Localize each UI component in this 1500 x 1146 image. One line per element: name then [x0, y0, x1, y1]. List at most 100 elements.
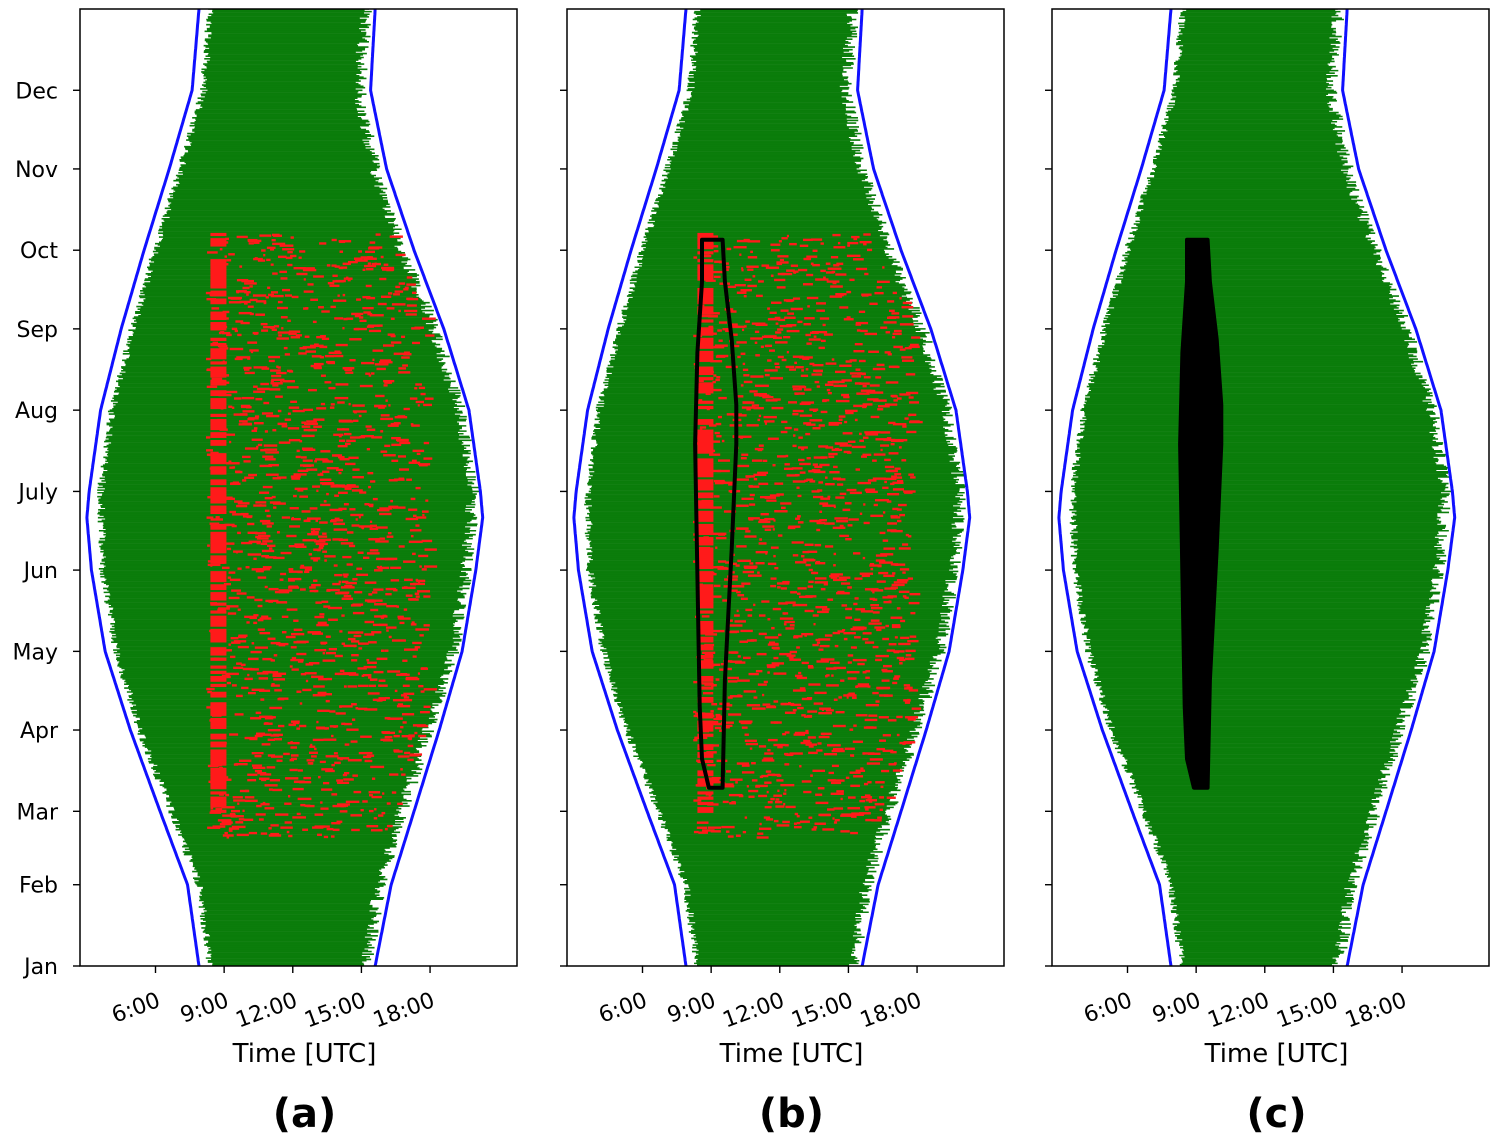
flagged-point	[861, 796, 873, 799]
flagged-point	[360, 256, 374, 259]
flagged-column-row	[697, 479, 714, 483]
flagged-column-row	[210, 550, 227, 554]
flagged-point	[272, 788, 283, 792]
flagged-point	[774, 566, 779, 570]
flagged-point	[779, 258, 785, 262]
flagged-point	[242, 479, 247, 482]
flagged-point	[362, 800, 368, 803]
flagged-point	[229, 347, 244, 351]
flagged-point	[226, 836, 230, 839]
flagged-point	[830, 792, 844, 795]
flagged-point	[741, 328, 745, 332]
flagged-point	[746, 265, 759, 268]
flagged-point	[261, 367, 270, 370]
flagged-point	[326, 360, 335, 364]
flagged-point	[244, 282, 257, 285]
flagged-point	[757, 683, 767, 686]
flagged-point	[232, 481, 239, 484]
flagged-point	[848, 518, 859, 521]
flagged-point	[398, 282, 406, 285]
flagged-point	[393, 422, 401, 425]
flagged-point	[742, 362, 746, 366]
flagged-point	[855, 368, 861, 371]
flagged-point	[836, 262, 844, 266]
flagged-point	[350, 814, 363, 817]
flagged-column-row	[697, 432, 714, 436]
flagged-point	[862, 453, 872, 456]
flagged-point	[330, 519, 344, 522]
flagged-point	[820, 410, 828, 414]
flagged-point	[862, 384, 867, 388]
flagged-point	[801, 555, 805, 558]
flagged-point	[790, 591, 798, 594]
flagged-point	[249, 737, 258, 741]
flagged-point	[854, 618, 861, 622]
flagged-point	[341, 722, 346, 726]
flagged-point	[366, 658, 370, 662]
flagged-point	[327, 282, 335, 285]
flagged-point	[206, 449, 213, 452]
flagged-point	[879, 694, 889, 697]
mask-outline	[693, 237, 739, 790]
flagged-point	[801, 780, 812, 783]
flagged-point	[781, 237, 788, 240]
flagged-point	[412, 449, 425, 453]
flagged-point	[864, 806, 876, 809]
flagged-point	[862, 637, 869, 641]
flagged-point	[811, 490, 820, 493]
flagged-point	[289, 758, 295, 762]
flagged-point	[243, 818, 254, 822]
flagged-point	[901, 359, 915, 362]
flagged-column-row	[697, 251, 714, 255]
flagged-point	[733, 246, 747, 249]
flagged-point	[408, 461, 421, 464]
flagged-point	[810, 774, 813, 777]
flagged-point	[404, 351, 410, 354]
flagged-column-row	[697, 450, 714, 454]
flagged-point	[908, 689, 919, 692]
flagged-point	[898, 590, 910, 594]
flagged-point	[253, 366, 268, 369]
flagged-point	[385, 592, 392, 596]
flagged-point	[293, 494, 297, 498]
flagged-point	[337, 491, 348, 495]
flagged-point	[744, 733, 749, 736]
flagged-column-row	[210, 639, 227, 643]
flagged-point	[363, 673, 372, 677]
flagged-point	[298, 352, 307, 355]
flagged-point	[776, 455, 786, 458]
flagged-column-row	[210, 649, 227, 653]
flagged-point	[803, 323, 811, 326]
flagged-point	[751, 761, 756, 765]
flagged-point	[268, 547, 273, 550]
flagged-column-row	[697, 573, 714, 577]
flagged-point	[368, 485, 371, 489]
flagged-point	[867, 398, 879, 401]
flagged-point	[338, 240, 352, 243]
flagged-point	[882, 637, 889, 641]
flagged-column-row	[697, 547, 714, 551]
flagged-point	[762, 703, 771, 706]
flagged-point	[763, 680, 768, 684]
flagged-point	[217, 608, 226, 611]
flagged-point	[799, 820, 810, 823]
flagged-point	[693, 714, 701, 718]
flagged-point	[839, 364, 852, 367]
flagged-point	[255, 300, 267, 303]
flagged-point	[770, 546, 779, 549]
flagged-point	[763, 757, 774, 760]
flagged-point	[317, 621, 327, 625]
flagged-point	[353, 257, 363, 260]
flagged-point	[822, 330, 828, 334]
flagged-point	[261, 412, 273, 415]
flagged-point	[892, 332, 902, 336]
flagged-point	[820, 497, 831, 500]
flagged-point	[305, 679, 309, 683]
flagged-point	[313, 275, 324, 278]
flagged-point	[221, 497, 236, 501]
flagged-point	[809, 362, 815, 366]
flagged-column-row	[210, 432, 227, 436]
flagged-point	[859, 799, 866, 803]
flagged-point	[751, 459, 763, 462]
flagged-point	[399, 468, 410, 471]
